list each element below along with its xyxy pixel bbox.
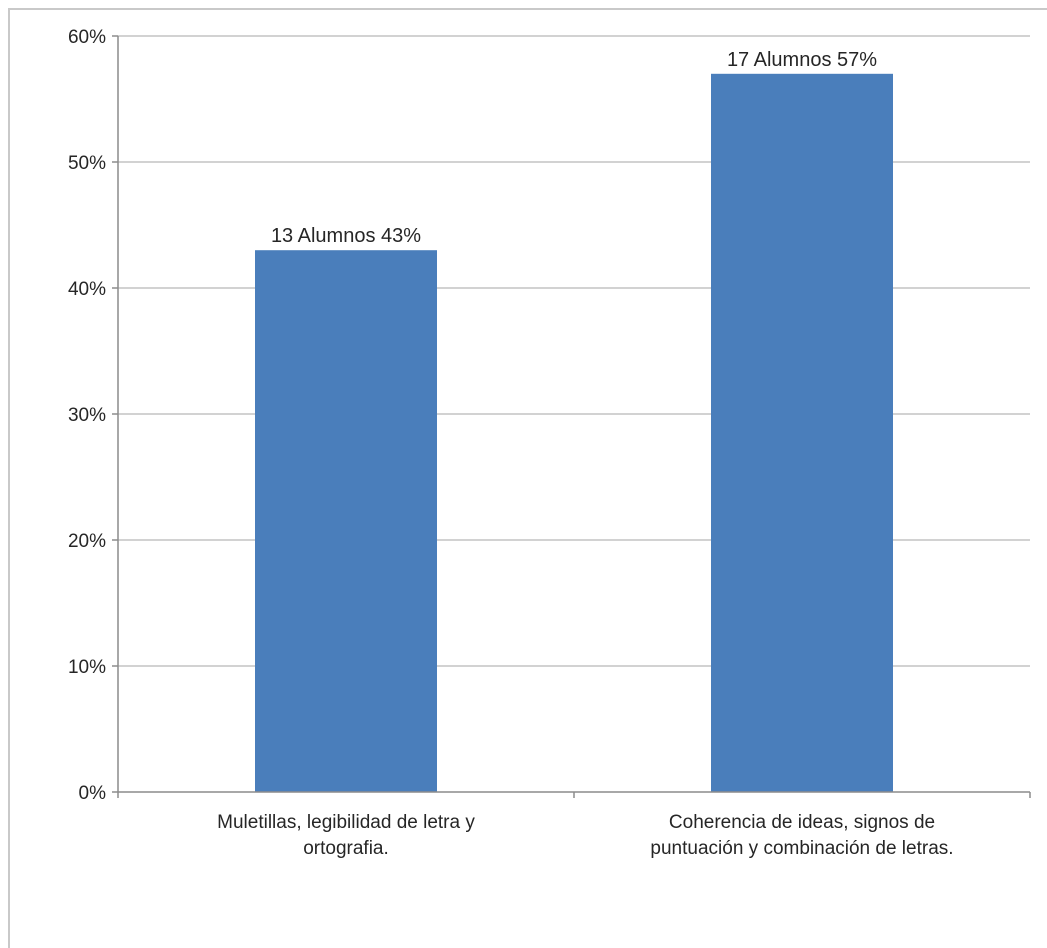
bars	[255, 73, 893, 793]
y-tick-label: 50%	[68, 153, 106, 174]
category-label: Muletillas, legibilidad de letra y	[217, 812, 475, 833]
y-tick-labels: 0% 10% 20% 30% 40% 50% 60%	[68, 27, 106, 804]
y-tick-label: 20%	[68, 531, 106, 552]
axes	[112, 35, 1031, 798]
gridlines	[118, 35, 1030, 667]
bar	[255, 250, 437, 792]
data-label: 13 Alumnos 43%	[271, 225, 421, 247]
category-label: puntuación y combinación de letras.	[650, 838, 953, 859]
y-tick-label: 10%	[68, 657, 106, 678]
category-label: ortografia.	[303, 838, 389, 859]
category-labels: Muletillas, legibilidad de letra y ortogr…	[217, 812, 953, 859]
y-tick-label: 30%	[68, 405, 106, 426]
chart-frame	[8, 8, 1047, 948]
bar	[711, 73, 893, 793]
data-label: 17 Alumnos 57%	[727, 49, 877, 71]
y-tick-label: 40%	[68, 279, 106, 300]
y-tick-label: 0%	[79, 783, 107, 804]
category-label: Coherencia de ideas, signos de	[669, 812, 935, 833]
y-tick-label: 60%	[68, 27, 106, 48]
data-labels: 13 Alumnos 43% 17 Alumnos 57%	[271, 49, 877, 247]
